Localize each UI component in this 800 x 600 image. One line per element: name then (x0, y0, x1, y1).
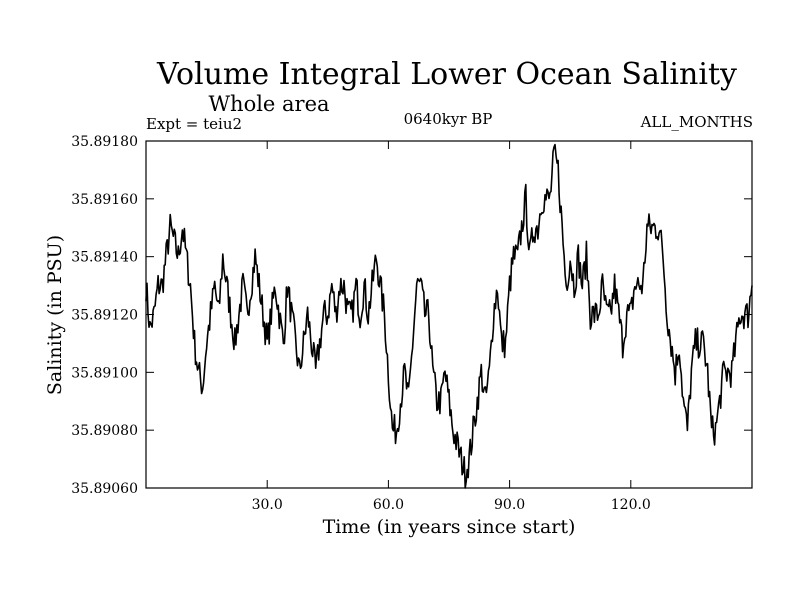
salinity-series-line (145, 143, 753, 489)
chart-subtitle: Whole area (208, 92, 329, 116)
y-tick-label: 35.89100 (71, 365, 138, 381)
chart-title: Volume Integral Lower Ocean Salinity (156, 57, 737, 92)
x-tick-label: 90.0 (494, 497, 525, 513)
y-axis-ticks: 35.89060 35.89080 35.89100 35.89120 35.89140… (71, 134, 752, 497)
x-axis-label: Time (in years since start) (323, 516, 576, 538)
plot-frame (145, 140, 753, 489)
y-tick-label: 35.89160 (71, 192, 138, 208)
y-tick-label: 35.89080 (71, 423, 138, 439)
x-axis-ticks: 30.0 60.0 90.0 120.0 (252, 141, 651, 513)
x-tick-label: 120.0 (611, 497, 651, 513)
x-tick-label: 60.0 (373, 497, 404, 513)
x-tick-label: 30.0 (252, 497, 283, 513)
months-label: ALL_MONTHS (640, 113, 753, 131)
period-label: 0640kyr BP (404, 110, 493, 128)
y-tick-label: 35.89180 (71, 134, 138, 150)
y-tick-label: 35.89120 (71, 308, 138, 324)
y-tick-label: 35.89140 (71, 250, 138, 266)
y-axis-label: Salinity (in PSU) (44, 235, 66, 395)
experiment-label: Expt = teiu2 (146, 115, 242, 133)
y-tick-label: 35.89060 (71, 481, 138, 497)
